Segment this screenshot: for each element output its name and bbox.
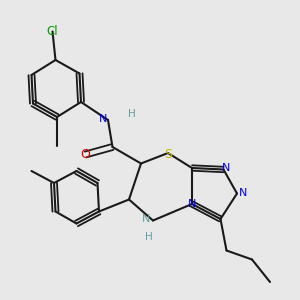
Text: N: N [188, 199, 196, 209]
Text: H: H [128, 109, 136, 119]
Text: N: N [142, 214, 151, 224]
Text: S: S [164, 148, 172, 161]
Text: O: O [81, 148, 90, 161]
Text: N: N [222, 163, 231, 173]
Text: H: H [145, 232, 152, 242]
Text: N: N [99, 113, 108, 124]
Text: Cl: Cl [47, 25, 58, 38]
Text: N: N [239, 188, 247, 199]
